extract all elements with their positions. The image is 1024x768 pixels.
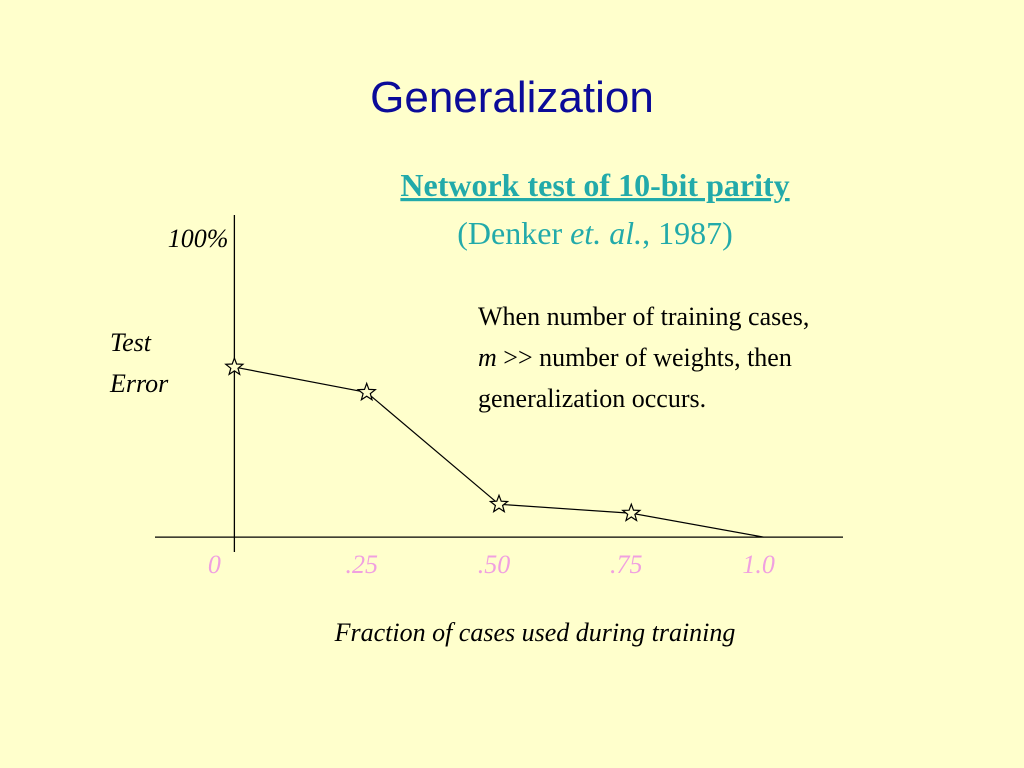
x-tick-label: 1.0 bbox=[742, 550, 775, 579]
y-axis-label: Test bbox=[110, 328, 152, 357]
x-axis-label: Fraction of cases used during training bbox=[334, 618, 736, 647]
annotation: When number of training cases, bbox=[478, 302, 809, 331]
data-point bbox=[488, 493, 510, 513]
data-point bbox=[356, 381, 377, 402]
subtitle-part: (Denker bbox=[457, 215, 570, 251]
chart-subtitle: (Denker et. al., 1987) bbox=[457, 215, 732, 251]
y-axis-label: Error bbox=[109, 369, 169, 398]
x-tick-label: .50 bbox=[478, 550, 511, 579]
annotation-part: m bbox=[478, 343, 497, 372]
annotation: m >> number of weights, then bbox=[478, 343, 792, 372]
chart-title: Network test of 10-bit parity bbox=[400, 167, 789, 203]
y-tick-label: 100% bbox=[168, 224, 229, 253]
data-point bbox=[224, 356, 245, 376]
data-point bbox=[621, 502, 642, 522]
x-tick-label: 0 bbox=[208, 550, 221, 579]
x-tick-label: .25 bbox=[345, 550, 378, 579]
subtitle-part: et. al. bbox=[570, 215, 642, 251]
annotation: generalization occurs. bbox=[478, 384, 706, 413]
subtitle-part: , 1987) bbox=[642, 215, 733, 251]
annotation-part: >> number of weights, then bbox=[497, 343, 792, 372]
x-tick-label: .75 bbox=[610, 550, 643, 579]
slide-title: Generalization bbox=[370, 73, 654, 122]
